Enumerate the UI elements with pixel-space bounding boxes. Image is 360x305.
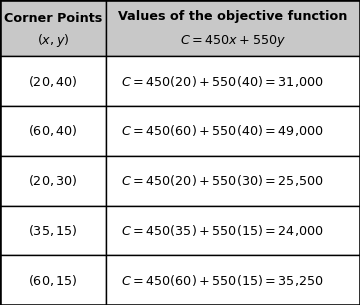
Text: $(x, y)$: $(x, y)$ xyxy=(37,32,69,49)
Bar xyxy=(0,56,106,106)
Text: $(60, 40)$: $(60, 40)$ xyxy=(28,124,78,138)
Text: $C = 450x + 550y$: $C = 450x + 550y$ xyxy=(180,33,286,48)
Bar xyxy=(106,56,360,106)
Bar xyxy=(0,156,106,206)
Text: $(60, 15)$: $(60, 15)$ xyxy=(28,273,78,288)
Text: $C = 450(60) + 550(15) = 35{,}250$: $C = 450(60) + 550(15) = 35{,}250$ xyxy=(121,273,323,288)
Text: $C = 450(60) + 550(40) = 49{,}000$: $C = 450(60) + 550(40) = 49{,}000$ xyxy=(121,124,323,138)
Text: Corner Points: Corner Points xyxy=(4,12,102,25)
Bar xyxy=(106,106,360,156)
Text: $(20, 40)$: $(20, 40)$ xyxy=(28,74,78,89)
Bar xyxy=(106,156,360,206)
Bar xyxy=(106,0,360,56)
Text: $C = 450(35) + 550(15) = 24{,}000$: $C = 450(35) + 550(15) = 24{,}000$ xyxy=(121,223,323,238)
Bar xyxy=(106,255,360,305)
Bar xyxy=(0,106,106,156)
Bar xyxy=(0,255,106,305)
Text: $(35, 15)$: $(35, 15)$ xyxy=(28,223,78,238)
Text: $(20, 30)$: $(20, 30)$ xyxy=(28,173,78,188)
Text: Values of the objective function: Values of the objective function xyxy=(118,10,348,23)
Bar xyxy=(0,0,106,56)
Bar xyxy=(0,206,106,255)
Bar xyxy=(106,206,360,255)
Text: $C = 450(20) + 550(30) = 25{,}500$: $C = 450(20) + 550(30) = 25{,}500$ xyxy=(121,173,323,188)
Text: $C = 450(20) + 550(40) = 31{,}000$: $C = 450(20) + 550(40) = 31{,}000$ xyxy=(121,74,323,89)
